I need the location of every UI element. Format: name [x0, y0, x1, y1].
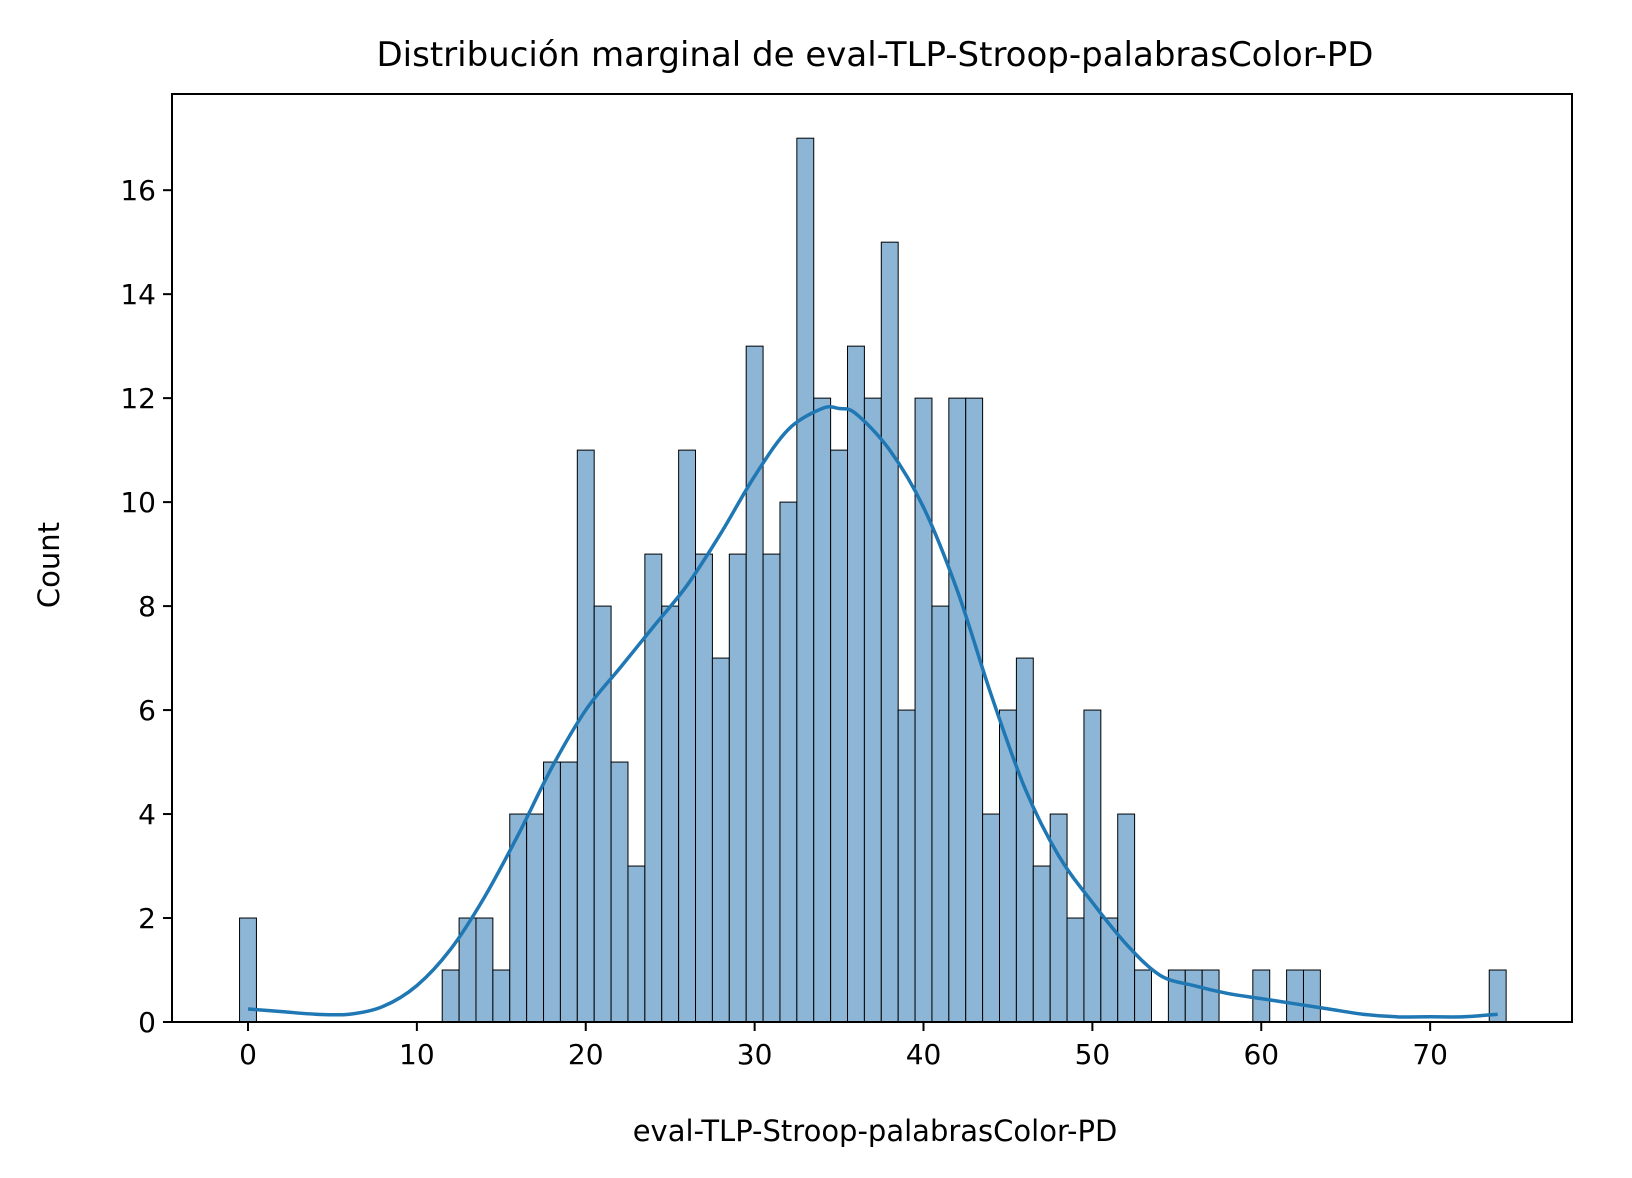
histogram-bar [1201, 969, 1220, 1023]
histogram-bar [1134, 969, 1152, 1023]
histogram-bar [1066, 917, 1085, 1023]
y-tick-label: 16 [120, 174, 156, 207]
y-tick-label: 2 [138, 902, 156, 935]
x-tick-label: 10 [399, 1038, 435, 1071]
histogram-bar [543, 761, 561, 1023]
histogram-bar [526, 813, 545, 1023]
histogram-bar [492, 969, 511, 1023]
x-axis-title: eval-TLP-Stroop-palabrasColor-PD [633, 1114, 1118, 1148]
y-tick-label: 12 [120, 382, 156, 415]
y-tick-label: 14 [120, 278, 156, 311]
histogram-bar [1117, 813, 1136, 1023]
y-tick-label: 10 [120, 486, 156, 519]
histogram-bar [1032, 865, 1051, 1023]
histogram-bar [813, 397, 832, 1023]
histogram-bar [610, 761, 629, 1023]
x-tick-label: 0 [239, 1038, 257, 1071]
histogram-bar [711, 657, 730, 1023]
y-tick-label: 6 [138, 694, 156, 727]
x-tick-label: 70 [1412, 1038, 1448, 1071]
histogram-bar [830, 449, 849, 1023]
histogram-bar [1083, 709, 1102, 1023]
histogram-bar [695, 553, 713, 1023]
histogram-bar [914, 397, 933, 1023]
x-tick-label: 60 [1243, 1038, 1279, 1071]
y-axis-title: Count [32, 522, 66, 608]
histogram-bars [239, 137, 1507, 1023]
histogram-bar [559, 761, 578, 1023]
histogram-bar [1167, 969, 1186, 1023]
kde-curve [247, 405, 1498, 1019]
histogram-bar [661, 605, 680, 1023]
x-axis-ticks: 0 10 20 30 40 50 60 70 [239, 1022, 1448, 1071]
histogram-bar [948, 397, 967, 1023]
x-tick-label: 30 [737, 1038, 773, 1071]
histogram-bar [576, 449, 595, 1023]
chart-title: Distribución marginal de eval-TLP-Stroop… [377, 35, 1374, 75]
y-tick-label: 8 [138, 590, 156, 623]
histogram-bar [880, 241, 899, 1023]
x-tick-label: 40 [906, 1038, 942, 1071]
histogram-bar [745, 345, 764, 1023]
histogram-bar [796, 137, 815, 1023]
histogram-bar [678, 449, 697, 1023]
histogram-bar [1286, 969, 1304, 1023]
y-axis-ticks: 0 2 4 6 8 10 12 14 16 [120, 174, 172, 1039]
x-tick-label: 20 [568, 1038, 604, 1071]
histogram-bar [847, 345, 865, 1023]
plot-frame [171, 93, 1573, 1023]
histogram-bar [593, 605, 612, 1023]
histogram-bar [1015, 657, 1034, 1023]
x-tick-label: 50 [1075, 1038, 1111, 1071]
histogram-bar [897, 709, 916, 1023]
histogram-bar [931, 605, 950, 1023]
histogram-bar [627, 865, 646, 1023]
histogram-bar [863, 397, 882, 1023]
histogram-bar [982, 813, 1001, 1023]
histogram-bar [239, 917, 257, 1023]
histogram-bar [965, 397, 984, 1023]
histogram-bar [728, 553, 747, 1023]
histogram-bar [779, 501, 798, 1023]
y-tick-label: 0 [138, 1006, 156, 1039]
y-tick-label: 4 [138, 798, 156, 831]
histogram-bar [762, 553, 781, 1023]
histogram-bar [1184, 969, 1203, 1023]
histogram-bar [441, 969, 460, 1023]
histogram-bar [475, 917, 494, 1023]
histogram-bar [1302, 969, 1321, 1023]
